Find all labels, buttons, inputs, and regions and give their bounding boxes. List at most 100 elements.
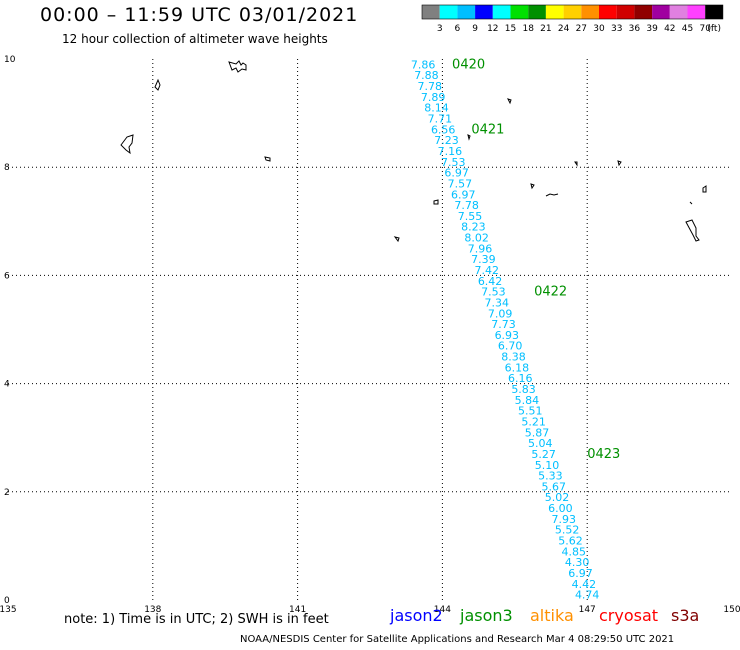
y-tick-label: 8 bbox=[4, 163, 10, 173]
time-label: 0423 bbox=[587, 447, 620, 462]
satellite-legend-jason3: jason3 bbox=[460, 606, 513, 625]
island-outline bbox=[702, 185, 707, 193]
colorbar-swatch bbox=[545, 5, 564, 19]
wave-height-label: 4.74 bbox=[575, 589, 600, 602]
wave-height-label: 6.70 bbox=[498, 340, 523, 353]
satellite-legend-jason2: jason2 bbox=[390, 606, 443, 625]
colorbar-swatch bbox=[563, 5, 582, 19]
colorbar-tick-label: 70 bbox=[699, 24, 711, 34]
colorbar-swatch bbox=[439, 5, 458, 19]
wave-height-label: 6.42 bbox=[478, 275, 503, 288]
wave-height-label: 5.51 bbox=[518, 405, 543, 418]
chart-title: 00:00 – 11:59 UTC 03/01/2021 bbox=[40, 4, 359, 26]
wave-height-label: 7.23 bbox=[434, 134, 459, 147]
island-outline bbox=[393, 236, 400, 243]
wave-height-label: 4.30 bbox=[565, 556, 590, 569]
wave-height-label: 5.04 bbox=[528, 437, 553, 450]
x-tick-label: 144 bbox=[434, 605, 451, 615]
wave-height-label: 8.02 bbox=[464, 232, 489, 245]
wave-height-label: 7.42 bbox=[474, 264, 499, 277]
credit-text: NOAA/NESDIS Center for Satellite Applica… bbox=[240, 634, 675, 645]
colorbar-swatch bbox=[634, 5, 653, 19]
wave-height-label: 5.52 bbox=[555, 524, 580, 537]
island-outline bbox=[545, 193, 559, 197]
wave-height-label: 6.97 bbox=[568, 567, 593, 580]
satellite-legend-s3a: s3a bbox=[671, 606, 700, 625]
island-outline bbox=[120, 134, 134, 155]
wave-height-label: 7.93 bbox=[552, 513, 577, 526]
colorbar-tick-label: 39 bbox=[646, 24, 658, 34]
colorbar-swatch bbox=[581, 5, 599, 19]
y-tick-label: 6 bbox=[4, 271, 10, 281]
wave-height-label: 5.87 bbox=[525, 426, 550, 439]
colorbar: 3 6 9 12 15 18 21 24 27 30 33 36 39 42 45 70(ft) bbox=[421, 4, 724, 34]
time-label: 0420 bbox=[452, 57, 485, 72]
wave-height-label: 5.67 bbox=[541, 480, 566, 493]
x-tick-label: 138 bbox=[144, 605, 161, 615]
wave-height-label: 7.78 bbox=[454, 199, 479, 212]
x-tick-label: 150 bbox=[723, 605, 740, 615]
wave-height-label: 6.93 bbox=[495, 329, 520, 342]
colorbar-tick-label: 30 bbox=[593, 24, 605, 34]
wave-height-label: 6.97 bbox=[451, 188, 476, 201]
wave-height-label: 6.56 bbox=[431, 123, 456, 136]
wave-height-label: 5.62 bbox=[558, 534, 583, 547]
wave-height-label: 6.97 bbox=[444, 167, 469, 180]
axis-labels: 135 138 141 144 147 150 0 2 4 6 8 10 bbox=[0, 55, 740, 615]
satellite-legend-altika: altika bbox=[530, 606, 574, 625]
wave-height-label: 7.57 bbox=[448, 177, 473, 190]
satellite-track: 7.867.887.787.898.147.716.567.237.167.53… bbox=[411, 58, 600, 601]
wave-height-label: 7.53 bbox=[441, 156, 466, 169]
y-tick-label: 2 bbox=[4, 488, 10, 498]
wave-height-label: 5.27 bbox=[531, 448, 556, 461]
colorbar-swatch bbox=[652, 5, 670, 19]
colorbar-swatch bbox=[687, 5, 706, 19]
colorbar-tick-label: 18 bbox=[522, 24, 534, 34]
wave-height-label: 5.21 bbox=[521, 415, 546, 428]
wave-height-label: 5.83 bbox=[511, 383, 536, 396]
satellite-legend-cryosat: cryosat bbox=[599, 606, 659, 625]
y-tick-label: 0 bbox=[4, 596, 10, 606]
time-labels: 0420 0421 0422 0423 bbox=[452, 57, 620, 462]
wave-height-label: 7.55 bbox=[458, 210, 483, 223]
y-tick-label: 10 bbox=[4, 55, 16, 65]
colorbar-tick-label: 21 bbox=[540, 24, 551, 34]
wave-height-label: 7.39 bbox=[471, 253, 496, 266]
island-outline bbox=[617, 160, 622, 167]
wave-height-label: 7.16 bbox=[438, 145, 463, 158]
wave-height-label: 7.34 bbox=[485, 296, 510, 309]
colorbar-tick-label: (ft) bbox=[707, 24, 721, 34]
colorbar-swatch bbox=[422, 5, 440, 19]
wave-height-label: 5.10 bbox=[535, 459, 560, 472]
wave-height-label: 7.09 bbox=[488, 307, 513, 320]
colorbar-swatch bbox=[669, 5, 688, 19]
colorbar-tick-label: 42 bbox=[664, 24, 675, 34]
wave-height-label: 7.53 bbox=[481, 286, 506, 299]
colorbar-tick-label: 33 bbox=[611, 24, 622, 34]
wave-height-label: 7.88 bbox=[414, 69, 439, 82]
wave-height-label: 4.85 bbox=[562, 545, 587, 558]
island-outline bbox=[467, 134, 471, 141]
colorbar-swatch bbox=[492, 5, 511, 19]
colorbar-swatch bbox=[528, 5, 546, 19]
x-tick-label: 135 bbox=[0, 605, 17, 615]
colorbar-swatch bbox=[616, 5, 635, 19]
island-outline bbox=[228, 60, 247, 73]
wave-height-label: 7.86 bbox=[411, 58, 436, 71]
island-outline bbox=[264, 156, 271, 162]
wave-height-label: 8.38 bbox=[501, 351, 526, 364]
note-text: note: 1) Time is in UTC; 2) SWH is in fe… bbox=[64, 612, 329, 627]
colorbar-tick-label: 9 bbox=[472, 24, 478, 34]
colorbar-tick-label: 27 bbox=[576, 24, 587, 34]
island-outline bbox=[433, 199, 439, 205]
wave-height-label: 7.71 bbox=[428, 113, 453, 126]
wave-height-label: 5.33 bbox=[538, 470, 563, 483]
island-outline bbox=[689, 201, 693, 205]
wave-height-label: 8.23 bbox=[461, 221, 486, 234]
wave-height-label: 7.78 bbox=[418, 80, 443, 93]
wave-height-label: 6.18 bbox=[505, 361, 530, 374]
x-tick-label: 141 bbox=[289, 605, 306, 615]
wave-height-label: 4.42 bbox=[572, 578, 597, 591]
time-label: 0422 bbox=[534, 285, 567, 300]
